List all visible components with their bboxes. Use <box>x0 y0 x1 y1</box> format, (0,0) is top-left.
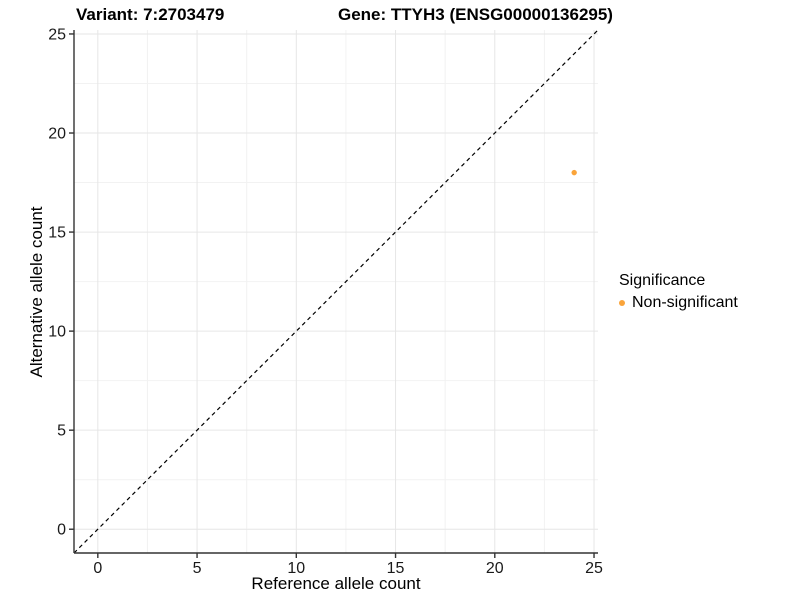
x-tick-label: 0 <box>93 560 102 577</box>
y-tick-label: 25 <box>48 26 66 43</box>
gridlines-minor <box>74 30 598 553</box>
data-point <box>571 169 577 176</box>
gridlines-major <box>74 30 598 553</box>
axis-lines <box>73 30 598 554</box>
y-tick-label: 0 <box>57 522 66 539</box>
axis-ticks <box>69 33 595 558</box>
y-tick-label: 15 <box>48 225 66 242</box>
legend: Significance Non-significant <box>619 272 738 312</box>
x-tick-label: 10 <box>287 560 305 577</box>
variant-title: Variant: 7:2703479 <box>76 5 225 24</box>
y-tick-label: 5 <box>57 423 66 440</box>
x-tick-label: 5 <box>193 560 202 577</box>
x-tick-label: 25 <box>585 560 603 577</box>
legend-item-label: Non-significant <box>632 294 738 311</box>
x-axis-title: Reference allele count <box>251 574 421 593</box>
y-tick-label: 20 <box>48 126 66 143</box>
legend-item: Non-significant <box>619 294 738 312</box>
legend-title: Significance <box>619 272 706 289</box>
y-axis-title: Alternative allele count <box>27 206 46 378</box>
y-tick-label: 10 <box>48 324 66 341</box>
legend-key-dot <box>619 300 625 306</box>
tick-labels: 0 5 10 15 20 25 0 5 10 15 20 25 <box>48 26 603 577</box>
gene-title: Gene: TTYH3 (ENSG00000136295) <box>338 5 613 24</box>
x-tick-label: 15 <box>387 560 405 577</box>
data-points <box>571 169 577 176</box>
identity-line <box>73 29 599 554</box>
x-tick-label: 20 <box>486 560 504 577</box>
legend-items: Non-significant <box>619 294 738 312</box>
